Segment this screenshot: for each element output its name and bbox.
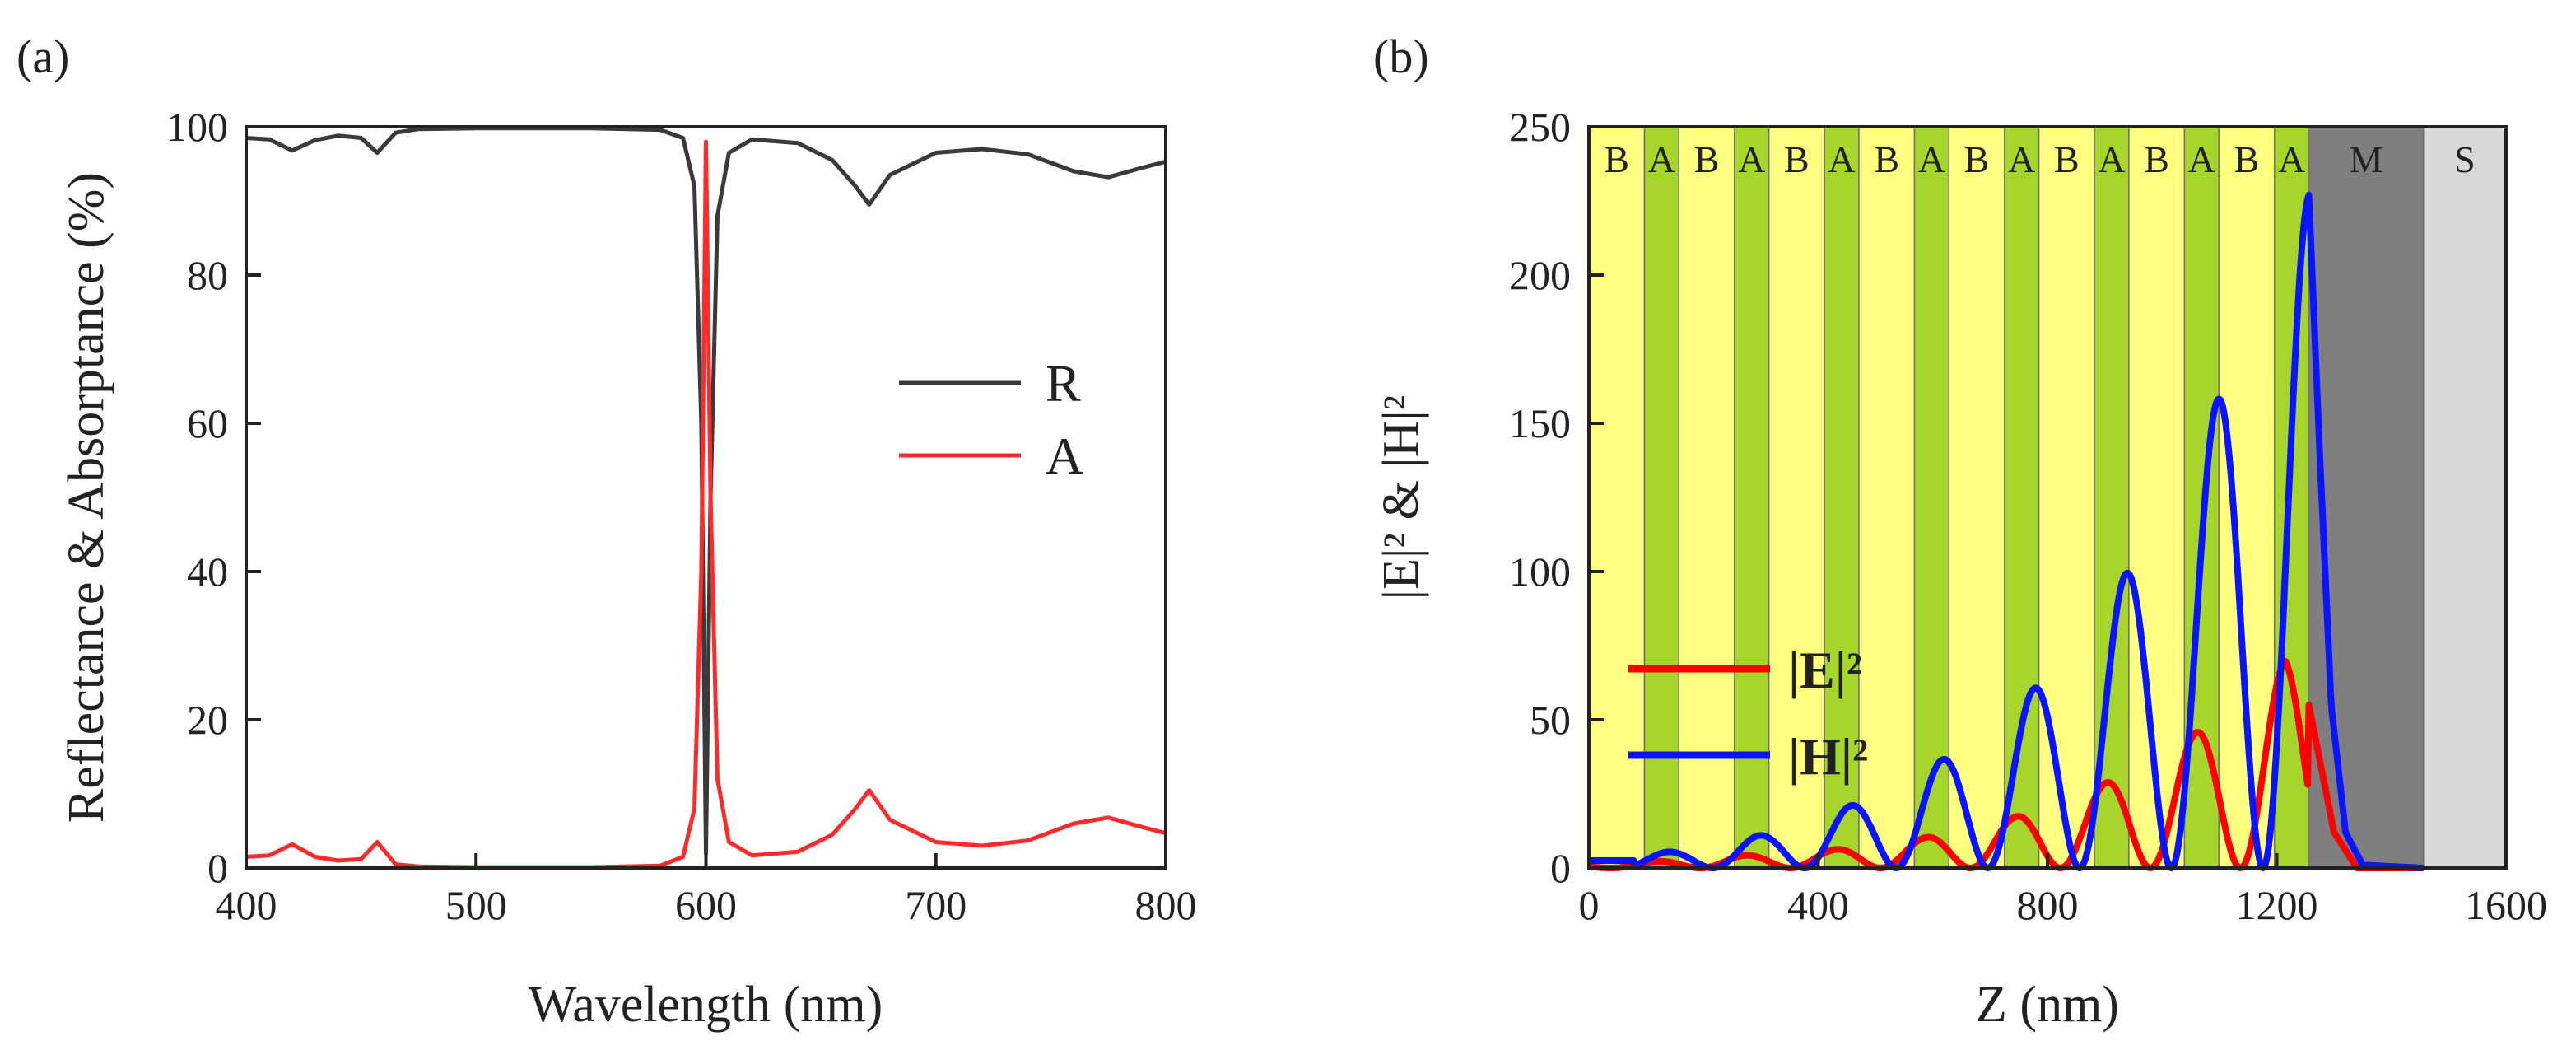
layer-label-s: S	[2454, 138, 2476, 180]
panel-a-ytick-label: 0	[207, 845, 228, 891]
panel-b-xtick-label: 1200	[2236, 882, 2318, 928]
panel-a-xtick-label: 500	[445, 882, 507, 928]
panel-label-a: (a)	[16, 30, 69, 83]
panel-b-ytick-label: 0	[1550, 845, 1571, 891]
layer-label-a: A	[2008, 138, 2035, 180]
layer-band-b	[2128, 126, 2186, 869]
layer-label-b: B	[1784, 138, 1810, 180]
layer-band-s	[2422, 126, 2507, 869]
panel-b-xtick-label: 400	[1787, 882, 1849, 928]
panel-a-legend: R A	[899, 354, 1083, 485]
panel-b-xtick-label: 1600	[2465, 882, 2547, 928]
layer-label-b: B	[2234, 138, 2260, 180]
layer-band-b	[1948, 126, 2005, 869]
panel-b-series-group	[1586, 191, 2426, 871]
panel-a-xtick-label: 400	[216, 882, 277, 928]
layer-label-b: B	[1694, 138, 1720, 180]
series-line-a	[245, 139, 1167, 870]
layer-label-m: M	[2350, 138, 2383, 180]
panel-a-xtick-label: 800	[1135, 882, 1197, 928]
panel-a: (a) 400 500 600 700 800 0 20 40 60 80 100 Waveleng…	[16, 30, 1197, 1033]
panel-a-ytick-label: 40	[187, 548, 228, 595]
layer-label-a: A	[1918, 138, 1945, 180]
layer-label-b: B	[2054, 138, 2080, 180]
panel-b-ytick-label: 100	[1509, 548, 1571, 595]
panel-b-legend: |E|² |H|²	[1628, 641, 1868, 786]
panel-a-xtick-label: 700	[905, 882, 967, 928]
legend-label-a: A	[1046, 427, 1083, 485]
layer-label-b: B	[1604, 138, 1629, 180]
panel-b-xtick-label: 0	[1579, 882, 1600, 928]
legend-label-h: |H|²	[1788, 727, 1868, 786]
panel-b-ytick-label: 200	[1509, 252, 1571, 298]
panel-a-xlabel: Wavelength (nm)	[529, 977, 883, 1033]
layer-band-a	[2004, 126, 2040, 869]
panel-b-ytick-label: 50	[1530, 697, 1571, 743]
panel-b-ytick-label: 150	[1509, 400, 1571, 446]
layer-label-a: A	[2278, 138, 2305, 180]
panel-b-xtick-label: 800	[2017, 882, 2079, 928]
panel-a-ticks: 400 500 600 700 800 0 20 40 60 80 100	[166, 104, 1197, 928]
layer-label-a: A	[1738, 138, 1765, 180]
panel-a-xtick-label: 600	[675, 882, 737, 928]
series-line-r	[245, 126, 1167, 856]
layer-label-a: A	[1828, 138, 1855, 180]
panel-a-ytick-label: 20	[187, 697, 228, 743]
layer-label-b: B	[1964, 138, 1990, 180]
layer-band-b	[2038, 126, 2095, 869]
layer-label-a: A	[1648, 138, 1675, 180]
legend-label-e: |E|²	[1788, 641, 1862, 699]
panel-a-ytick-label: 100	[166, 104, 228, 150]
legend-label-r: R	[1046, 354, 1081, 413]
layer-label-a: A	[2188, 138, 2215, 180]
panel-b-ylabel: |E|² & |H|²	[1373, 395, 1429, 600]
panel-b-ticks: 0 400 800 1200 1600 0 50 100 150 200 250	[1509, 104, 2547, 928]
panel-label-b: (b)	[1373, 30, 1429, 83]
panel-b-xlabel: Z (nm)	[1976, 977, 2119, 1033]
layer-label-b: B	[2144, 138, 2169, 180]
layer-band-b	[1858, 126, 1916, 869]
layer-band-m	[2308, 126, 2425, 869]
panel-a-ylabel: Reflectance & Absorptance (%)	[58, 172, 114, 823]
panel-a-ytick-label: 80	[187, 252, 228, 298]
layer-label-b: B	[1874, 138, 1899, 180]
layer-label-a: A	[2098, 138, 2125, 180]
series-line-h-field	[1586, 191, 2426, 871]
panel-a-series-group	[245, 126, 1167, 870]
layer-band-b	[1768, 126, 1825, 869]
panel-b-ytick-label: 250	[1509, 104, 1571, 150]
panel-a-ytick-label: 60	[187, 400, 228, 446]
